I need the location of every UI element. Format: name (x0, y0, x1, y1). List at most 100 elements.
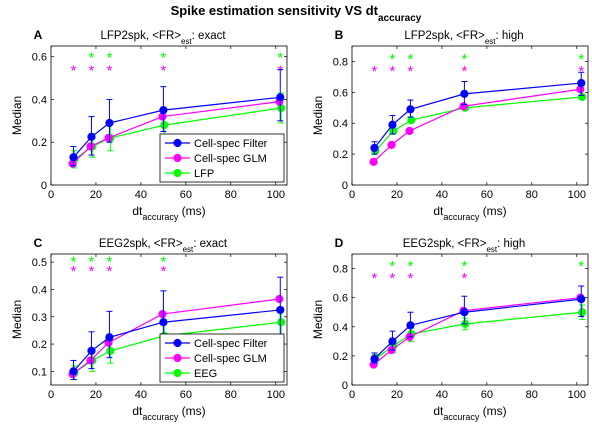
x-axis-label-sub: accuracy (443, 412, 480, 422)
data-point (105, 118, 114, 128)
x-tick-label: 100 (568, 389, 586, 401)
x-axis-label-main: dt (433, 404, 444, 418)
legend-label: Cell-spec GLM (194, 153, 267, 165)
legend-swatch-marker (173, 138, 182, 148)
x-axis-label: dtaccuracy (ms) (132, 404, 205, 422)
panel-title-pre: EEG2spk, <FR> (403, 238, 487, 250)
panel-title-pre: EEG2spk, <FR> (99, 238, 183, 250)
significance-star-glm: * (372, 63, 378, 80)
x-axis-label-post: (ms) (178, 404, 205, 418)
significance-star-field: * (89, 253, 95, 270)
data-point (459, 102, 468, 111)
y-axis-label: Median (311, 300, 325, 339)
panel-title-sub: est (183, 245, 194, 254)
data-point (369, 157, 378, 166)
data-point (388, 337, 397, 346)
y-tick-label: 0.6 (333, 87, 348, 99)
figure-title-sub: accuracy (378, 13, 422, 24)
x-axis-label-sub: accuracy (142, 412, 179, 422)
panel-title-sub: est (485, 37, 496, 46)
panel-title-pre: LFP2spk, <FR> (100, 30, 181, 42)
x-axis-label: dtaccuracy (ms) (132, 204, 205, 222)
legend: Cell-spec Filter Cell-spec GLM LFP (159, 133, 285, 183)
data-point (387, 140, 396, 149)
y-tick-label: 0 (342, 380, 348, 392)
x-tick-label: 80 (225, 389, 237, 401)
data-point (460, 89, 469, 98)
data-point (87, 346, 96, 355)
data-point (578, 308, 587, 317)
significance-star-glm: * (408, 270, 414, 287)
x-axis-label: dtaccuracy (ms) (433, 204, 506, 222)
y-tick-label: 0.4 (32, 94, 47, 106)
panel-title: EEG2spk, <FR>est: exact (99, 238, 228, 254)
y-tick-label: 0.5 (32, 257, 47, 269)
legend-swatch-marker (173, 353, 182, 363)
significance-star-glm: * (107, 62, 113, 79)
significance-star-glm: * (89, 62, 95, 79)
data-point (406, 321, 415, 330)
data-point (370, 143, 379, 153)
y-tick-label: 0.4 (333, 118, 348, 130)
panel-letter: B (335, 28, 344, 42)
data-point (407, 116, 416, 125)
significance-star-glm: * (461, 63, 467, 80)
panel-letter: D (335, 236, 344, 250)
significance-star-field: * (160, 50, 166, 67)
axes-frame (351, 45, 589, 186)
significance-star-glm: * (71, 62, 77, 79)
data-point (578, 92, 587, 102)
legend-label: Cell-spec Filter (194, 138, 268, 150)
y-axis-label: Median (311, 96, 325, 135)
data-point (405, 126, 414, 136)
significance-star-field: * (390, 51, 396, 68)
x-tick-label: 40 (135, 189, 147, 201)
x-tick-label: 20 (90, 389, 102, 401)
x-tick-label: 0 (48, 389, 54, 401)
x-tick-label: 40 (436, 189, 448, 201)
data-point (69, 367, 78, 376)
data-point (460, 308, 469, 317)
data-point (86, 142, 95, 151)
x-tick-label: 40 (135, 389, 147, 401)
data-point (577, 78, 586, 88)
data-point (104, 133, 113, 143)
x-axis-label-post: (ms) (479, 204, 506, 218)
significance-star-glm: * (408, 63, 414, 80)
x-tick-label: 20 (391, 389, 403, 401)
panel-title-post: : high (496, 30, 524, 42)
panel-title-post: : exact (193, 238, 228, 250)
x-tick-label: 0 (349, 189, 355, 201)
data-point (577, 295, 586, 304)
y-tick-label: 0.8 (333, 56, 348, 68)
figure-title-main: Spike estimation sensitivity VS dt (171, 3, 379, 18)
significance-star-field: * (107, 253, 113, 270)
panel-title: EEG2spk, <FR>est: high (403, 238, 526, 254)
data-point (159, 106, 168, 115)
y-axis-label: Median (10, 96, 24, 135)
significance-star-field: * (461, 258, 467, 275)
x-axis-label-sub: accuracy (443, 212, 480, 222)
legend-swatch-marker (173, 338, 182, 348)
panel-title-pre: LFP2spk, <FR> (404, 30, 485, 42)
significance-star-glm: * (160, 62, 166, 79)
legend-swatch-marker (173, 368, 182, 378)
data-point (276, 93, 285, 102)
x-tick-label: 20 (391, 189, 403, 201)
data-point (159, 318, 168, 327)
significance-star-field: * (160, 253, 166, 270)
data-point (275, 294, 284, 304)
data-point (69, 153, 78, 162)
significance-star-field: * (277, 50, 283, 67)
x-tick-label: 0 (48, 189, 54, 201)
panel-title-sub: est (181, 37, 192, 46)
data-point (277, 318, 286, 327)
legend-label: Cell-spec GLM (194, 353, 267, 365)
x-tick-label: 80 (526, 189, 538, 201)
y-tick-label: 0.6 (32, 52, 47, 64)
legend-swatch-marker (173, 153, 182, 163)
data-point (370, 354, 379, 363)
chart-panel-a: 0 20 40 60 80 100 0 0.2 0.4 0.6 A LFP2spk, <FR>est:… (10, 28, 288, 222)
